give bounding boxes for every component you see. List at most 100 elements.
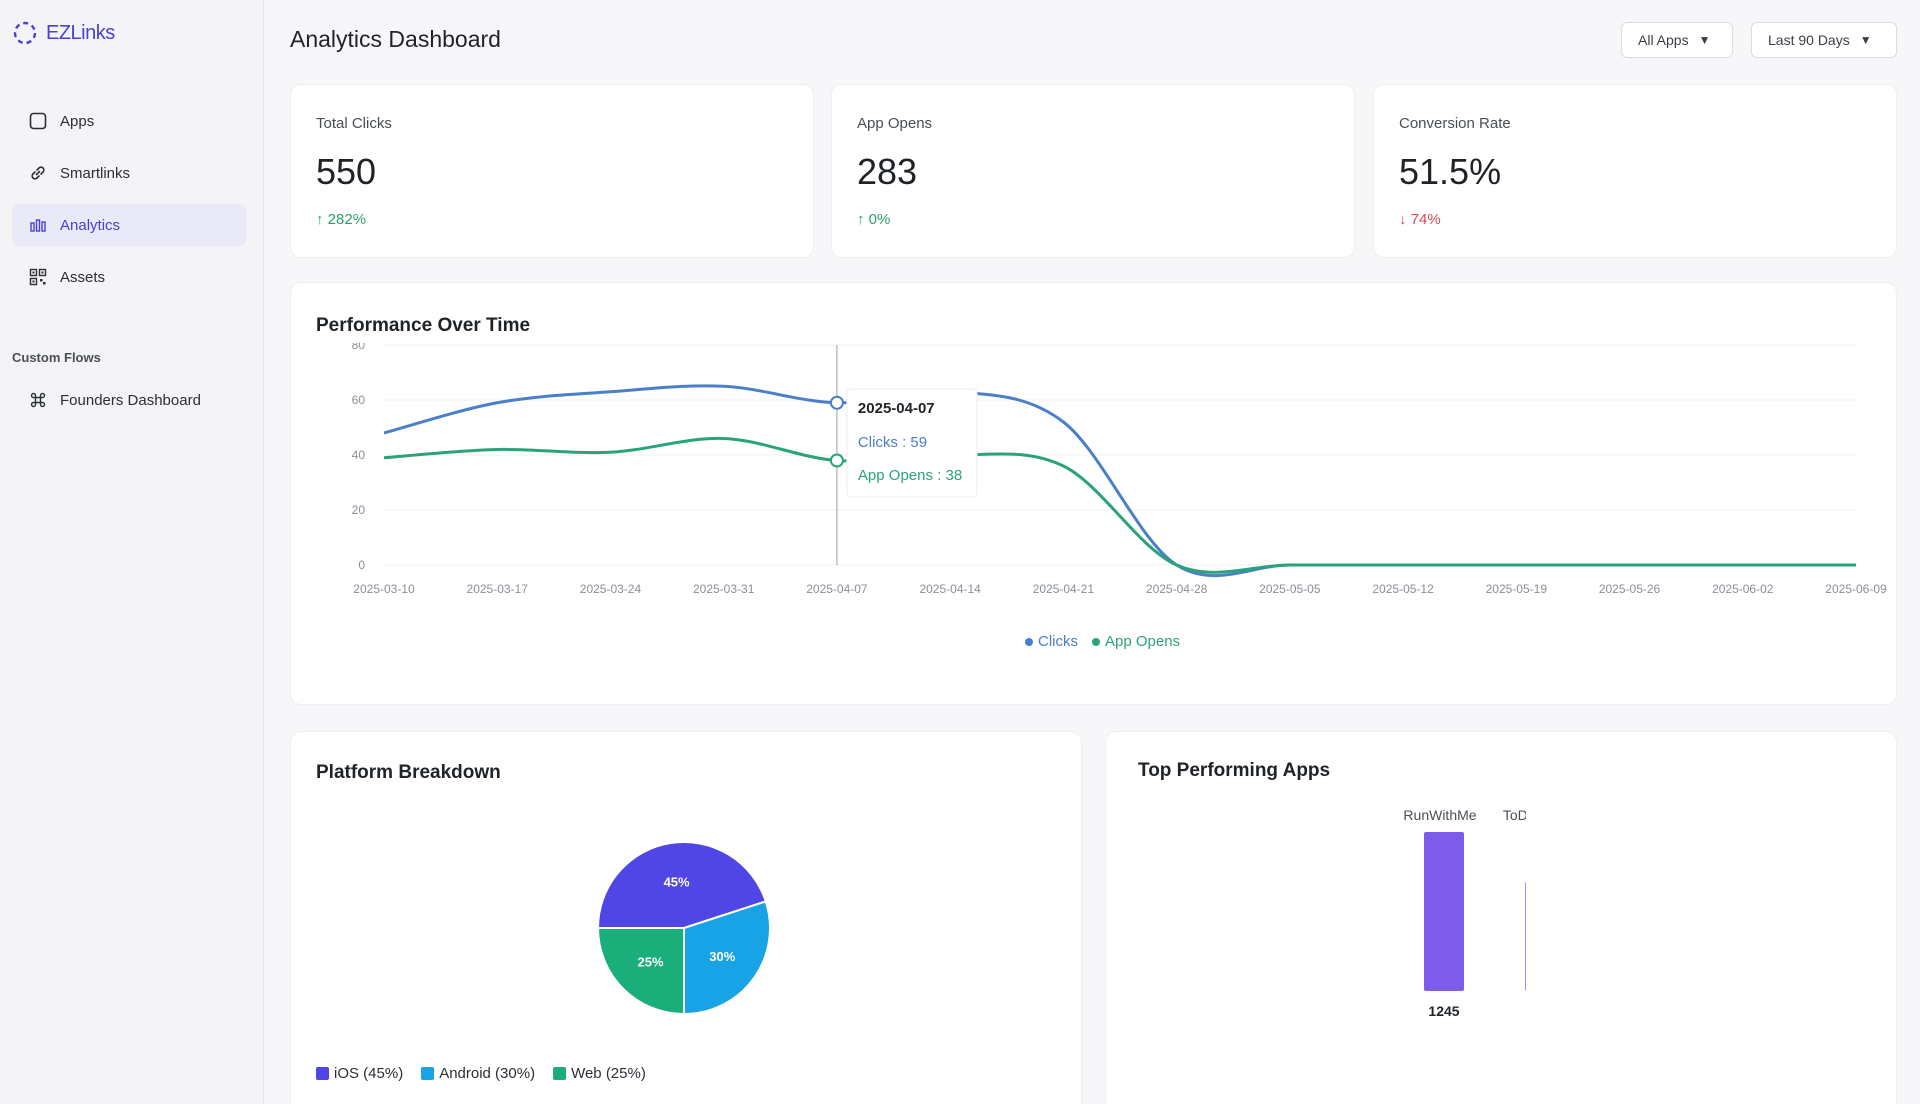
legend-swatch bbox=[316, 1067, 329, 1080]
x-tick-label: 2025-04-14 bbox=[919, 582, 981, 596]
app-filter-value: All Apps bbox=[1638, 32, 1689, 48]
sidebar-item-assets[interactable]: Assets bbox=[12, 256, 246, 298]
data-point[interactable] bbox=[381, 430, 387, 436]
data-point[interactable] bbox=[1060, 419, 1066, 425]
data-point[interactable] bbox=[721, 383, 727, 389]
x-tick-label: 2025-04-28 bbox=[1146, 582, 1208, 596]
card-title: Platform Breakdown bbox=[316, 762, 501, 783]
app-filter-dropdown[interactable]: All Apps ▼ bbox=[1621, 22, 1733, 58]
custom-flows-nav: Founders Dashboard bbox=[12, 379, 246, 431]
kpi-card-app-opens: App Opens 283 ↑ 0% bbox=[832, 85, 1354, 257]
kpi-delta: ↑ 282% bbox=[316, 211, 366, 228]
performance-chart-card: Performance Over Time 0 20 40 60 80 2025-03-1… bbox=[291, 283, 1896, 704]
series-line-clicks[interactable] bbox=[383, 384, 1856, 578]
legend-dot bbox=[1092, 637, 1100, 646]
kpi-delta-value: 0% bbox=[868, 211, 891, 228]
bar-todone-app[interactable] bbox=[1525, 881, 1526, 991]
y-tick-label: 40 bbox=[352, 448, 366, 462]
kpi-value: 51.5% bbox=[1399, 151, 1502, 192]
arrow-up-icon: ↑ bbox=[857, 211, 865, 228]
x-tick-label: 2025-04-21 bbox=[1033, 582, 1095, 596]
sidebar-item-label: Apps bbox=[60, 112, 95, 130]
kpi-delta: ↑ 0% bbox=[857, 211, 890, 228]
x-tick-label: 2025-06-02 bbox=[1712, 582, 1774, 596]
x-tick-label: 2025-03-17 bbox=[467, 582, 529, 596]
date-range-value: Last 90 Days bbox=[1768, 32, 1850, 48]
card-title: Top Performing Apps bbox=[1138, 760, 1331, 781]
kpi-value: 283 bbox=[857, 151, 918, 192]
data-point[interactable] bbox=[1400, 562, 1406, 568]
card-title: Performance Over Time bbox=[316, 315, 531, 336]
legend-dot bbox=[1025, 637, 1033, 646]
sidebar-item-smartlinks[interactable]: Smartlinks bbox=[12, 152, 246, 194]
data-point[interactable] bbox=[1627, 562, 1633, 568]
top-apps-bar-chart[interactable]: RunWithMe1245ToDone App856Gamer App523 bbox=[1106, 802, 1526, 1102]
data-point[interactable] bbox=[1853, 562, 1859, 568]
legend-label: Clicks bbox=[1038, 633, 1078, 650]
section-label-custom-flows: Custom Flows bbox=[12, 350, 101, 365]
pie-slice-android[interactable] bbox=[683, 900, 771, 1016]
y-tick-label: 60 bbox=[352, 393, 366, 407]
x-tick-label: 2025-05-19 bbox=[1486, 582, 1548, 596]
kpi-delta-value: 282% bbox=[327, 211, 367, 228]
bar-chart-icon bbox=[28, 215, 48, 235]
main-content: Analytics Dashboard All Apps ▼ Last 90 D… bbox=[264, 0, 1920, 1104]
kpi-delta-value: 74% bbox=[1410, 211, 1441, 228]
legend-item-android: Android (30%) bbox=[421, 1065, 535, 1082]
data-point[interactable] bbox=[1174, 562, 1180, 568]
top-apps-card: Top Performing Apps RunWithMe 1245 ToDone … bbox=[1106, 732, 1896, 1104]
kpi-card-conversion-rate: Conversion Rate 51.5% ↓ 74% bbox=[1374, 85, 1896, 257]
arrow-up-icon: ↑ bbox=[316, 211, 324, 228]
legend-label: App Opens bbox=[1105, 633, 1181, 650]
kpi-label: App Opens bbox=[857, 115, 933, 132]
data-point[interactable] bbox=[1740, 562, 1746, 568]
kpi-label: Conversion Rate bbox=[1399, 115, 1511, 132]
x-tick-label: 2025-03-24 bbox=[580, 582, 642, 596]
arrow-down-icon: ↓ bbox=[1399, 211, 1407, 228]
bar-runwithme[interactable] bbox=[1424, 832, 1464, 991]
x-tick-label: 2025-06-09 bbox=[1825, 582, 1887, 596]
command-icon bbox=[28, 390, 48, 410]
pie-slice-ios[interactable] bbox=[596, 841, 768, 929]
data-point[interactable] bbox=[494, 400, 500, 406]
y-tick-label: 20 bbox=[352, 503, 366, 517]
legend-item-app-opens[interactable]: App Opens bbox=[1092, 633, 1180, 650]
legend-item-clicks[interactable]: Clicks bbox=[1025, 633, 1078, 650]
x-tick-label: 2025-04-07 bbox=[806, 582, 868, 596]
platform-legend: iOS (45%) Android (30%) Web (25%) bbox=[316, 1065, 646, 1082]
chart-tooltip: 2025-04-07 Clicks : 59 App Opens : 38 bbox=[846, 388, 978, 498]
data-point[interactable] bbox=[607, 449, 613, 455]
legend-label: Android (30%) bbox=[439, 1065, 536, 1082]
sidebar-item-apps[interactable]: Apps bbox=[12, 100, 246, 142]
data-point[interactable] bbox=[381, 455, 387, 461]
y-tick-label: 80 bbox=[352, 343, 366, 352]
bar-category-label: RunWithMe bbox=[1403, 807, 1476, 823]
legend-label: iOS (45%) bbox=[334, 1065, 404, 1082]
square-icon bbox=[28, 111, 48, 131]
kpi-value: 550 bbox=[316, 151, 377, 192]
data-point[interactable] bbox=[1287, 562, 1293, 568]
data-point[interactable] bbox=[829, 395, 844, 410]
tooltip-box bbox=[846, 388, 978, 498]
legend-swatch bbox=[553, 1067, 567, 1080]
sidebar-item-analytics[interactable]: Analytics bbox=[12, 204, 246, 246]
kpi-label: Total Clicks bbox=[316, 115, 392, 132]
data-point[interactable] bbox=[607, 389, 613, 395]
brand-logo[interactable]: EZLinks bbox=[12, 20, 115, 46]
sidebar-item-founders-dashboard[interactable]: Founders Dashboard bbox=[12, 379, 246, 421]
series-line-app-opens[interactable] bbox=[383, 436, 1856, 574]
legend-label: Web (25%) bbox=[571, 1065, 646, 1082]
pie-slice-web[interactable] bbox=[596, 927, 685, 1016]
qr-code-icon bbox=[28, 267, 48, 287]
performance-line-chart[interactable]: 0 20 40 60 80 2025-03-10 2025-03-17 2025-03-24 2… bbox=[291, 343, 1896, 683]
date-range-dropdown[interactable]: Last 90 Days ▼ bbox=[1751, 22, 1897, 58]
kpi-card-total-clicks: Total Clicks 550 ↑ 282% bbox=[291, 85, 813, 257]
data-point[interactable] bbox=[494, 447, 500, 453]
data-point[interactable] bbox=[1060, 463, 1066, 469]
data-point[interactable] bbox=[829, 453, 844, 468]
data-point[interactable] bbox=[721, 436, 727, 442]
sidebar: EZLinks Apps Smartlinks Analytics Assets bbox=[0, 0, 264, 1104]
y-tick-label: 0 bbox=[358, 558, 365, 572]
platform-pie-chart[interactable]: 45% 30% 25% bbox=[291, 822, 1081, 1042]
data-point[interactable] bbox=[1513, 562, 1519, 568]
